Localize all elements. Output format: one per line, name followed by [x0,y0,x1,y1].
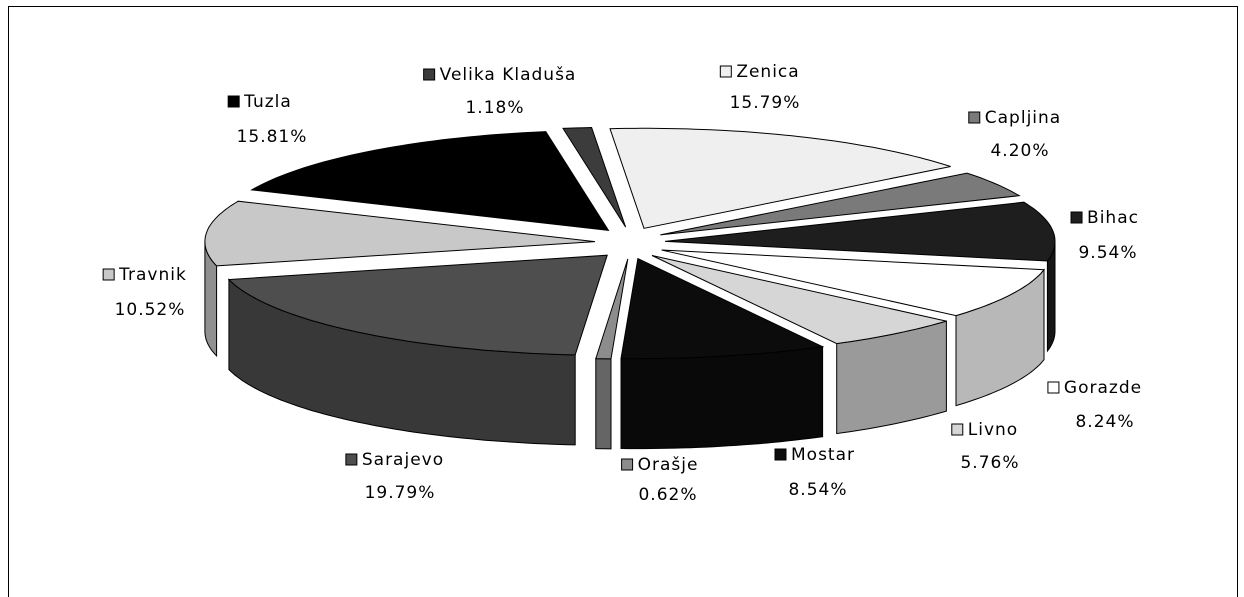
legend-label: Tuzla [243,92,292,112]
slice [204,200,595,267]
data-label: 10.52% [115,300,186,320]
legend-label: Travnik [118,265,187,285]
legend-label: Zenica [736,62,799,82]
legend-label: Sarajevo [362,450,444,470]
data-label: 15.81% [237,127,308,147]
legend-label: Bihac [1087,208,1139,228]
slice [250,131,610,231]
data-label: 1.18% [465,98,524,118]
slice [664,201,1056,262]
slice [660,172,1021,236]
legend-swatch [345,453,358,466]
data-label: 15.79% [730,93,801,113]
slice-side [595,358,612,450]
data-label: 8.24% [1075,412,1134,432]
data-label: 5.76% [960,453,1019,473]
legend-swatch [774,448,787,461]
data-label: 8.54% [788,480,847,500]
legend-swatch [227,95,240,108]
legend-swatch [1047,381,1060,394]
legend-swatch [968,111,981,124]
data-label: 4.20% [990,141,1049,161]
data-label: 0.62% [638,485,697,505]
legend-swatch [951,423,964,436]
slice [609,127,951,229]
slice [620,257,825,360]
legend-label: Velika Kladuša [440,65,577,85]
data-label: 9.54% [1078,243,1137,263]
slice [651,255,947,345]
legend-swatch [1070,211,1083,224]
legend-swatch [423,68,436,81]
legend-label: Capljina [985,108,1061,128]
legend-label: Livno [968,420,1018,440]
legend-swatch [102,268,115,281]
legend-label: Mostar [791,445,855,465]
slice [661,249,1046,317]
legend-label: Orašje [638,455,699,475]
slice [562,126,627,228]
data-label: 19.79% [365,483,436,503]
legend-swatch [719,65,732,78]
slice [595,258,629,360]
slice-side [620,346,824,450]
legend-swatch [621,458,634,471]
slice [227,254,608,356]
legend-label: Gorazde [1064,378,1142,398]
